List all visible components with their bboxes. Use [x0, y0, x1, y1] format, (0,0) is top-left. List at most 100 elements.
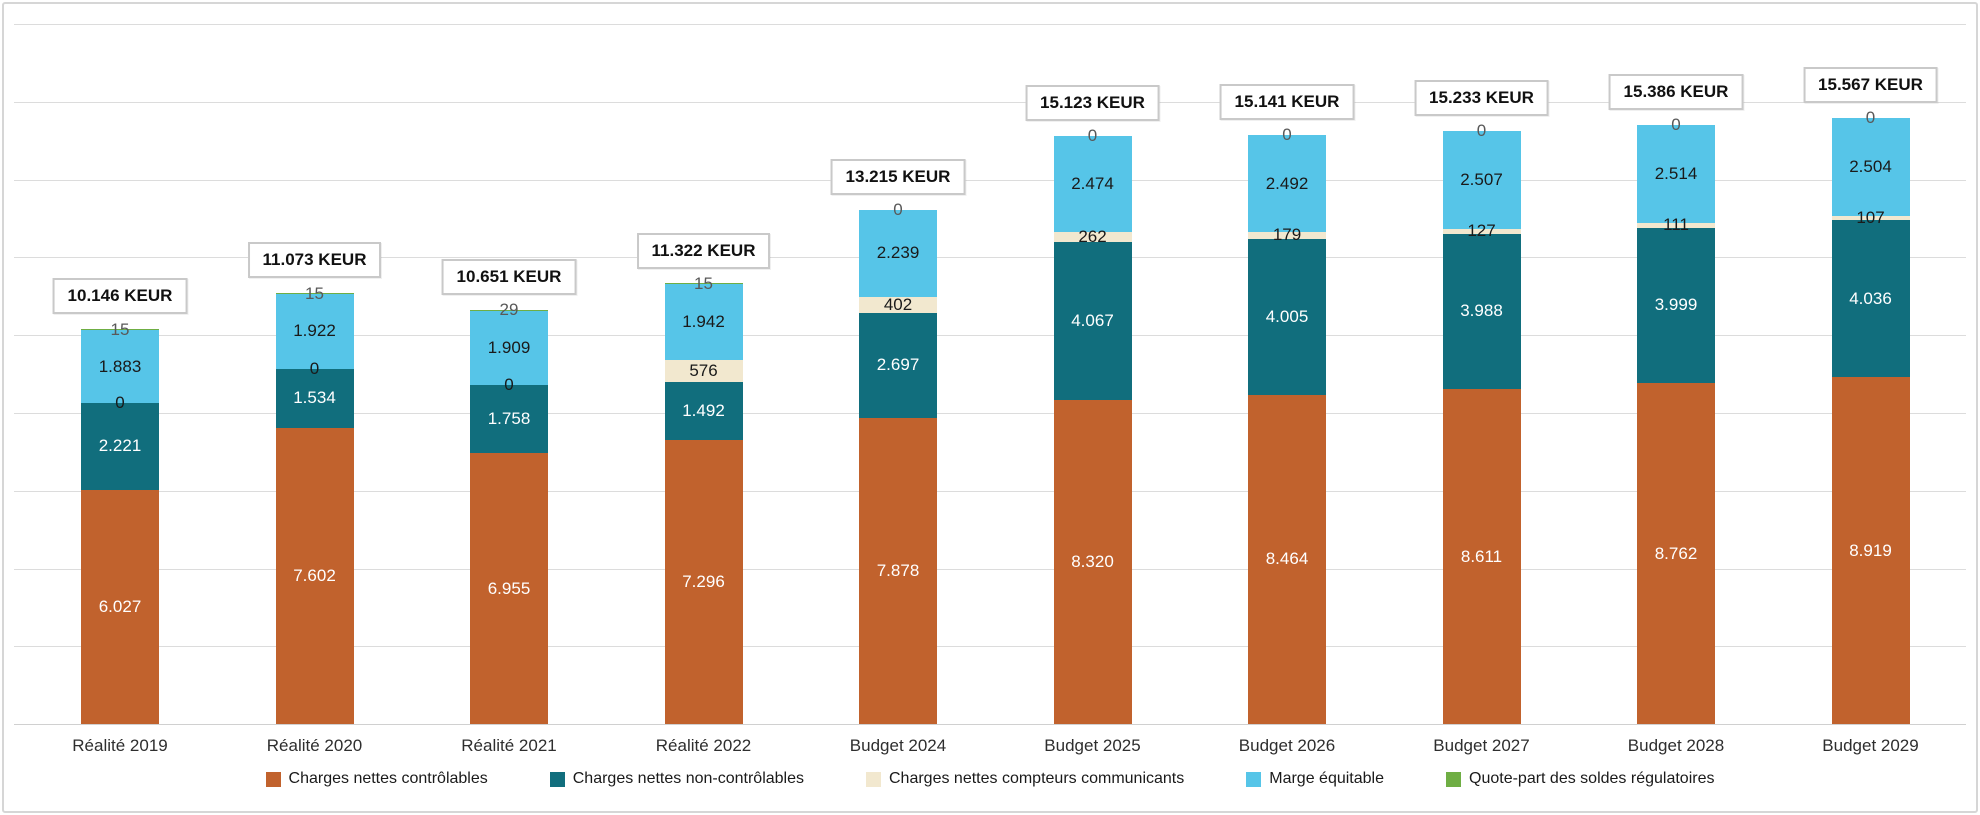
legend-item-label: Charges nettes compteurs communicants — [889, 770, 1185, 787]
segment-value-label: 8.611 — [1460, 546, 1503, 566]
legend-item-label: Charges nettes non-contrôlables — [572, 770, 804, 787]
bar-segment-series-2 — [1442, 228, 1521, 234]
segment-value-label: 3.988 — [1460, 301, 1503, 321]
bar-segment-series-1 — [275, 368, 354, 429]
bar-segment-series-2 — [859, 296, 937, 313]
total-label: 11.073 KEUR — [247, 242, 382, 279]
segment-value-label: 1.942 — [682, 311, 725, 331]
gridline — [14, 257, 1966, 259]
bar-segment-series-0 — [1248, 394, 1326, 724]
bar-segment-series-0 — [1053, 400, 1132, 724]
segment-value-label: 4.067 — [1071, 311, 1114, 331]
legend-item: Marge équitable — [1246, 770, 1384, 788]
x-axis-label: Budget 2029 — [1822, 736, 1919, 755]
segment-value-label: 0 — [893, 199, 903, 219]
bar-segment-series-3 — [1637, 125, 1715, 224]
gridline — [14, 568, 1966, 570]
bar-segment-series-1 — [664, 382, 743, 441]
segment-value-label: 6.955 — [487, 578, 531, 598]
segment-value-label: 402 — [883, 294, 913, 314]
segment-value-label: 8.464 — [1265, 549, 1309, 569]
segment-value-label: 7.296 — [682, 572, 725, 592]
total-label: 15.386 KEUR — [1608, 74, 1744, 111]
segment-value-label: 7.878 — [876, 560, 920, 580]
bar-segment-series-2 — [1053, 231, 1132, 243]
total-label: 10.146 KEUR — [52, 278, 188, 315]
bar-segment-series-4 — [81, 328, 159, 330]
legend-item: Charges nettes contrôlables — [265, 770, 488, 788]
legend-item: Charges nettes non-contrôlables — [549, 770, 804, 788]
total-label: 15.141 KEUR — [1219, 84, 1355, 121]
segment-value-label: 8.919 — [1849, 540, 1892, 560]
segment-value-label: 8.762 — [1654, 543, 1698, 563]
bar-segment-series-4 — [275, 292, 354, 294]
bar-segment-series-0 — [275, 428, 354, 724]
segment-value-label: 0 — [309, 358, 320, 378]
bar-segment-series-1 — [859, 312, 937, 418]
segment-value-label: 0 — [1282, 125, 1292, 145]
x-axis-line — [14, 724, 1966, 726]
bar-segment-series-0 — [470, 453, 548, 724]
legend-item-label: Marge équitable — [1269, 770, 1384, 787]
segment-value-label: 7.602 — [293, 566, 336, 586]
total-label: 13.215 KEUR — [830, 158, 966, 195]
segment-value-label: 4.036 — [1849, 288, 1892, 308]
segment-value-label: 111 — [1663, 215, 1689, 235]
legend-color-swatch-icon — [866, 771, 881, 787]
bar-segment-series-3 — [859, 209, 937, 297]
legend-item-label: Charges nettes contrôlables — [288, 770, 488, 787]
x-axis-label: Budget 2024 — [849, 736, 947, 755]
x-axis-label: Budget 2025 — [1044, 736, 1141, 755]
bar-segment-series-3 — [1831, 118, 1910, 216]
segment-value-label: 1.909 — [487, 337, 531, 357]
segment-value-label: 2.514 — [1654, 164, 1698, 184]
gridline — [14, 646, 1966, 648]
bar-segment-series-1 — [1053, 242, 1132, 401]
bar-segment-series-0 — [859, 417, 937, 724]
bar-segment-series-1 — [1442, 233, 1521, 390]
gridline — [14, 413, 1966, 414]
bar-segment-series-1 — [470, 385, 548, 454]
bar-segment-series-1 — [1637, 227, 1715, 384]
segment-value-label: 1.883 — [98, 356, 142, 376]
segment-value-label: 179 — [1272, 225, 1302, 245]
segment-value-label: 107 — [1856, 207, 1885, 227]
bar-segment-series-0 — [1637, 383, 1715, 724]
segment-value-label: 576 — [689, 360, 718, 380]
segment-value-label: 127 — [1467, 221, 1496, 241]
segment-value-label: 1.758 — [487, 409, 531, 429]
segment-value-label: 1.922 — [293, 321, 336, 341]
gridline — [14, 24, 1966, 25]
legend-color-swatch-icon — [1446, 771, 1461, 787]
bar-segment-series-3 — [1053, 135, 1132, 232]
segment-value-label: 3.999 — [1654, 295, 1698, 315]
bar-segment-series-2 — [1248, 231, 1326, 239]
bar-segment-series-3 — [664, 284, 743, 360]
segment-value-label: 15 — [305, 283, 324, 303]
bar-segment-series-0 — [664, 440, 743, 724]
x-axis-label: Budget 2028 — [1627, 736, 1725, 755]
gridline — [14, 179, 1966, 181]
segment-value-label: 2.474 — [1071, 173, 1114, 193]
segment-value-label: 2.492 — [1265, 173, 1309, 193]
legend-color-swatch-icon — [549, 771, 565, 787]
x-axis-label: Réalité 2020 — [266, 736, 363, 755]
legend-item: Charges nettes compteurs communicants — [866, 770, 1184, 788]
segment-value-label: 1.534 — [293, 388, 336, 408]
x-axis-label: Budget 2027 — [1433, 736, 1530, 755]
gridline — [14, 490, 1966, 492]
segment-value-label: 6.027 — [98, 596, 142, 616]
x-axis-label: Réalité 2021 — [461, 736, 557, 755]
gridline — [14, 335, 1966, 337]
segment-value-label: 0 — [1671, 115, 1681, 135]
x-axis-label: Réalité 2019 — [72, 736, 168, 755]
segment-value-label: 0 — [1865, 108, 1876, 128]
segment-value-label: 15 — [110, 319, 130, 339]
total-label: 11.322 KEUR — [636, 232, 771, 269]
segment-value-label: 4.005 — [1265, 306, 1309, 326]
segment-value-label: 2.221 — [98, 436, 142, 456]
segment-value-label: 2.239 — [876, 243, 920, 263]
gridline — [14, 101, 1966, 103]
